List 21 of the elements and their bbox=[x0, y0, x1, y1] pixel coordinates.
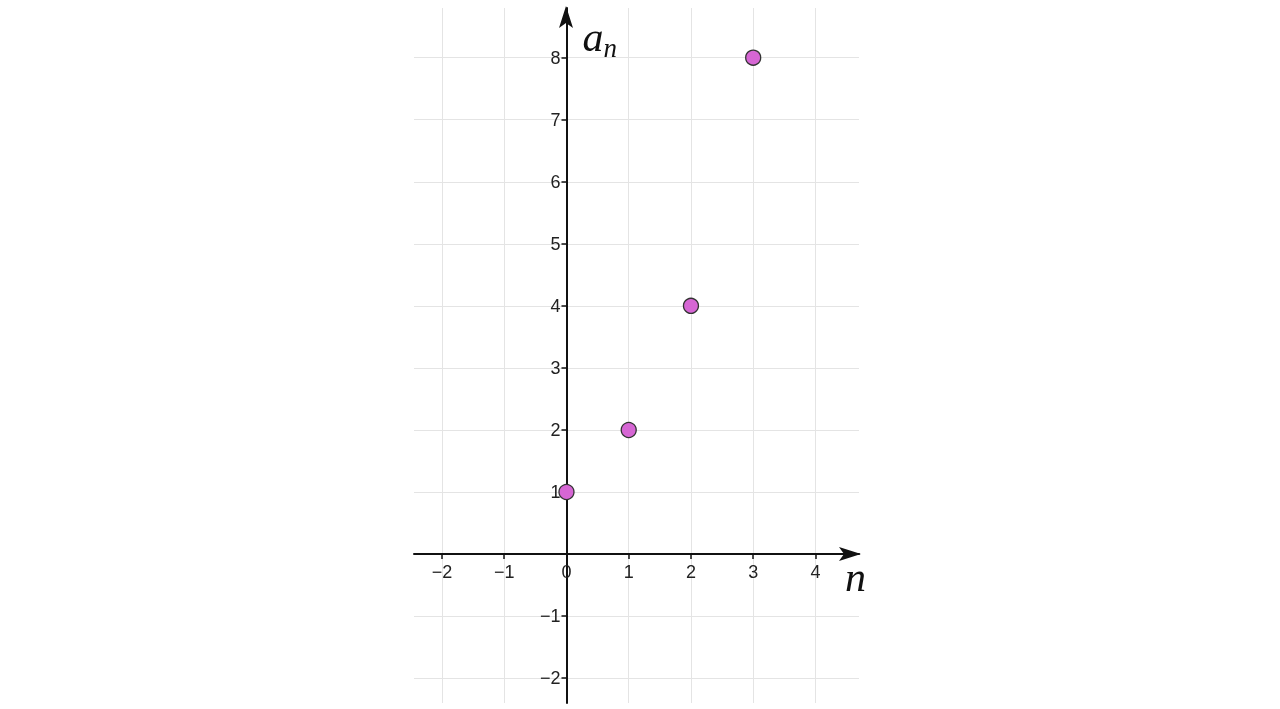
y-tick-label: 5 bbox=[550, 233, 561, 254]
x-tick-label: −1 bbox=[493, 562, 515, 583]
y-tick-label: −2 bbox=[539, 668, 561, 689]
x-tick-label: 4 bbox=[810, 562, 821, 583]
point bbox=[682, 297, 700, 314]
y-tick-label: 6 bbox=[550, 171, 561, 192]
x-tick-label: 2 bbox=[685, 562, 696, 583]
x-axis-title: n bbox=[845, 554, 866, 601]
y-tick-label: 1 bbox=[550, 482, 561, 503]
y-tick-label: 3 bbox=[550, 357, 561, 378]
y-tick-label: −1 bbox=[539, 606, 561, 627]
x-tick-label: 1 bbox=[623, 562, 634, 583]
x-tick-label: 3 bbox=[748, 562, 759, 583]
y-tick-label: 7 bbox=[550, 109, 561, 130]
point bbox=[745, 49, 762, 66]
point bbox=[620, 421, 637, 439]
y-tick-label: 4 bbox=[550, 295, 561, 316]
y-tick-label: 2 bbox=[550, 419, 561, 440]
point bbox=[558, 483, 575, 501]
y-tick-label: 8 bbox=[550, 47, 561, 68]
x-tick-label: −2 bbox=[431, 562, 453, 583]
